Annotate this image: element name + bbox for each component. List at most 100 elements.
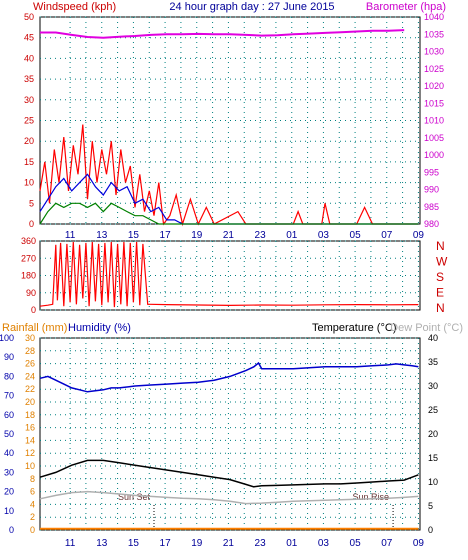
barometer-tick-label: 995	[424, 167, 439, 177]
barometer-tick-label: 990	[424, 185, 439, 195]
barometer-line	[40, 29, 405, 39]
time-tick-label: 03	[318, 538, 330, 549]
barometer-tick-label: 1030	[424, 47, 444, 57]
time-tick-label: 13	[96, 538, 108, 549]
windspeed-tick-label: 35	[24, 74, 34, 84]
windspeed-axis-title: Windspeed (kph)	[33, 1, 116, 13]
compass-tick-label: E	[436, 286, 444, 300]
barometer-axis-title: Barometer (hpa)	[366, 1, 446, 13]
rainfall-tick-label: 4	[30, 499, 35, 509]
barometer-tick-label: 1010	[424, 116, 444, 126]
humidity-tick-label: 60	[4, 410, 14, 420]
windspeed-tick-label: 50	[24, 12, 34, 22]
time-tick-label: 15	[128, 230, 140, 241]
time-tick-label: 09	[413, 538, 425, 549]
rainfall-tick-label: 6	[30, 487, 35, 497]
time-tick-label: 19	[191, 230, 203, 241]
windspeed-tick-label: 40	[24, 53, 34, 63]
time-tick-label: 11	[65, 538, 76, 549]
rainfall-tick-label: 28	[25, 346, 35, 356]
temperature-tick-label: 30	[428, 381, 438, 391]
humidity-tick-label: 0	[9, 525, 14, 535]
windspeed-tick-label: 5	[29, 198, 34, 208]
dewpoint-line	[39, 490, 419, 505]
humidity-axis-title: Humidity (%)	[68, 322, 131, 334]
humidity-tick-label: 100	[0, 333, 14, 343]
humidity-tick-label: 50	[4, 429, 14, 439]
sun-annotation: Sun Set	[118, 492, 151, 502]
rainfall-tick-label: 24	[25, 371, 35, 381]
temperature-tick-label: 25	[428, 405, 438, 415]
rainfall-tick-label: 30	[25, 333, 35, 343]
rainfall-tick-label: 14	[25, 435, 35, 445]
rainfall-tick-label: 18	[25, 410, 35, 420]
rainfall-tick-label: 22	[25, 384, 35, 394]
temperature-tick-label: 5	[428, 501, 433, 511]
direction-tick-label: 180	[21, 271, 36, 281]
compass-tick-label: N	[436, 301, 445, 315]
wind_avg-line	[39, 173, 419, 225]
dewpoint-axis-title: Dew Point (°C)	[390, 322, 463, 334]
rainfall-tick-label: 16	[25, 423, 35, 433]
rainfall-tick-label: 20	[25, 397, 35, 407]
barometer-tick-label: 1025	[424, 64, 444, 74]
barometer-tick-label: 1035	[424, 29, 444, 39]
windspeed-tick-label: 0	[29, 219, 34, 229]
direction-tick-label: 90	[26, 288, 36, 298]
wind_low-line	[39, 202, 419, 225]
wind-direction-line	[39, 241, 419, 308]
direction-tick-label: 0	[31, 305, 36, 315]
rainfall-tick-label: 10	[25, 461, 35, 471]
temperature-line	[39, 459, 419, 488]
humidity-tick-label: 10	[4, 506, 14, 516]
humidity-tick-label: 80	[4, 371, 14, 381]
windspeed-tick-label: 10	[24, 178, 34, 188]
windspeed-tick-label: 20	[24, 136, 34, 146]
direction-tick-label: 360	[21, 236, 36, 246]
humidity-tick-label: 40	[4, 448, 14, 458]
barometer-tick-label: 1020	[424, 81, 444, 91]
data-series: Sun Set Sun Rise	[39, 29, 419, 530]
rainfall-axis-title: Rainfall (mm)	[2, 322, 67, 334]
rainfall-tick-label: 2	[30, 512, 35, 522]
time-tick-label: 11	[65, 230, 76, 241]
time-tick-label: 23	[255, 538, 267, 549]
time-tick-label: 17	[160, 538, 172, 549]
temperature-tick-label: 20	[428, 429, 438, 439]
windspeed-tick-label: 25	[24, 116, 34, 126]
time-tick-label: 03	[318, 230, 330, 241]
humidity-tick-label: 90	[4, 352, 14, 362]
compass-tick-label: N	[436, 239, 445, 253]
barometer-tick-label: 985	[424, 202, 439, 212]
temperature-tick-label: 15	[428, 453, 438, 463]
temperature-tick-label: 0	[428, 525, 433, 535]
rainfall-tick-label: 26	[25, 359, 35, 369]
rainfall-tick-label: 8	[30, 474, 35, 484]
windspeed-tick-label: 30	[24, 95, 34, 105]
compass-tick-label: S	[436, 270, 444, 284]
humidity-line	[39, 361, 419, 393]
rainfall-tick-label: 12	[25, 448, 35, 458]
time-tick-label: 13	[96, 230, 108, 241]
time-tick-label: 21	[223, 230, 235, 241]
direction-tick-label: 270	[21, 253, 36, 263]
time-tick-label: 05	[350, 230, 362, 241]
time-tick-label: 17	[160, 230, 172, 241]
barometer-tick-label: 1000	[424, 150, 444, 160]
compass-tick-label: W	[436, 255, 448, 269]
barometer-tick-label: 980	[424, 219, 439, 229]
humidity-tick-label: 70	[4, 391, 14, 401]
time-tick-label: 21	[223, 538, 235, 549]
time-tick-label: 01	[286, 230, 298, 241]
time-tick-label: 19	[191, 538, 203, 549]
time-tick-label: 15	[128, 538, 140, 549]
temperature-tick-label: 40	[428, 333, 438, 343]
time-tick-label: 01	[286, 538, 298, 549]
temperature-tick-label: 35	[428, 357, 438, 367]
humidity-tick-label: 30	[4, 467, 14, 477]
time-tick-label: 09	[413, 230, 425, 241]
time-tick-label: 05	[350, 538, 362, 549]
sun-annotation: Sun Rise	[353, 492, 390, 502]
